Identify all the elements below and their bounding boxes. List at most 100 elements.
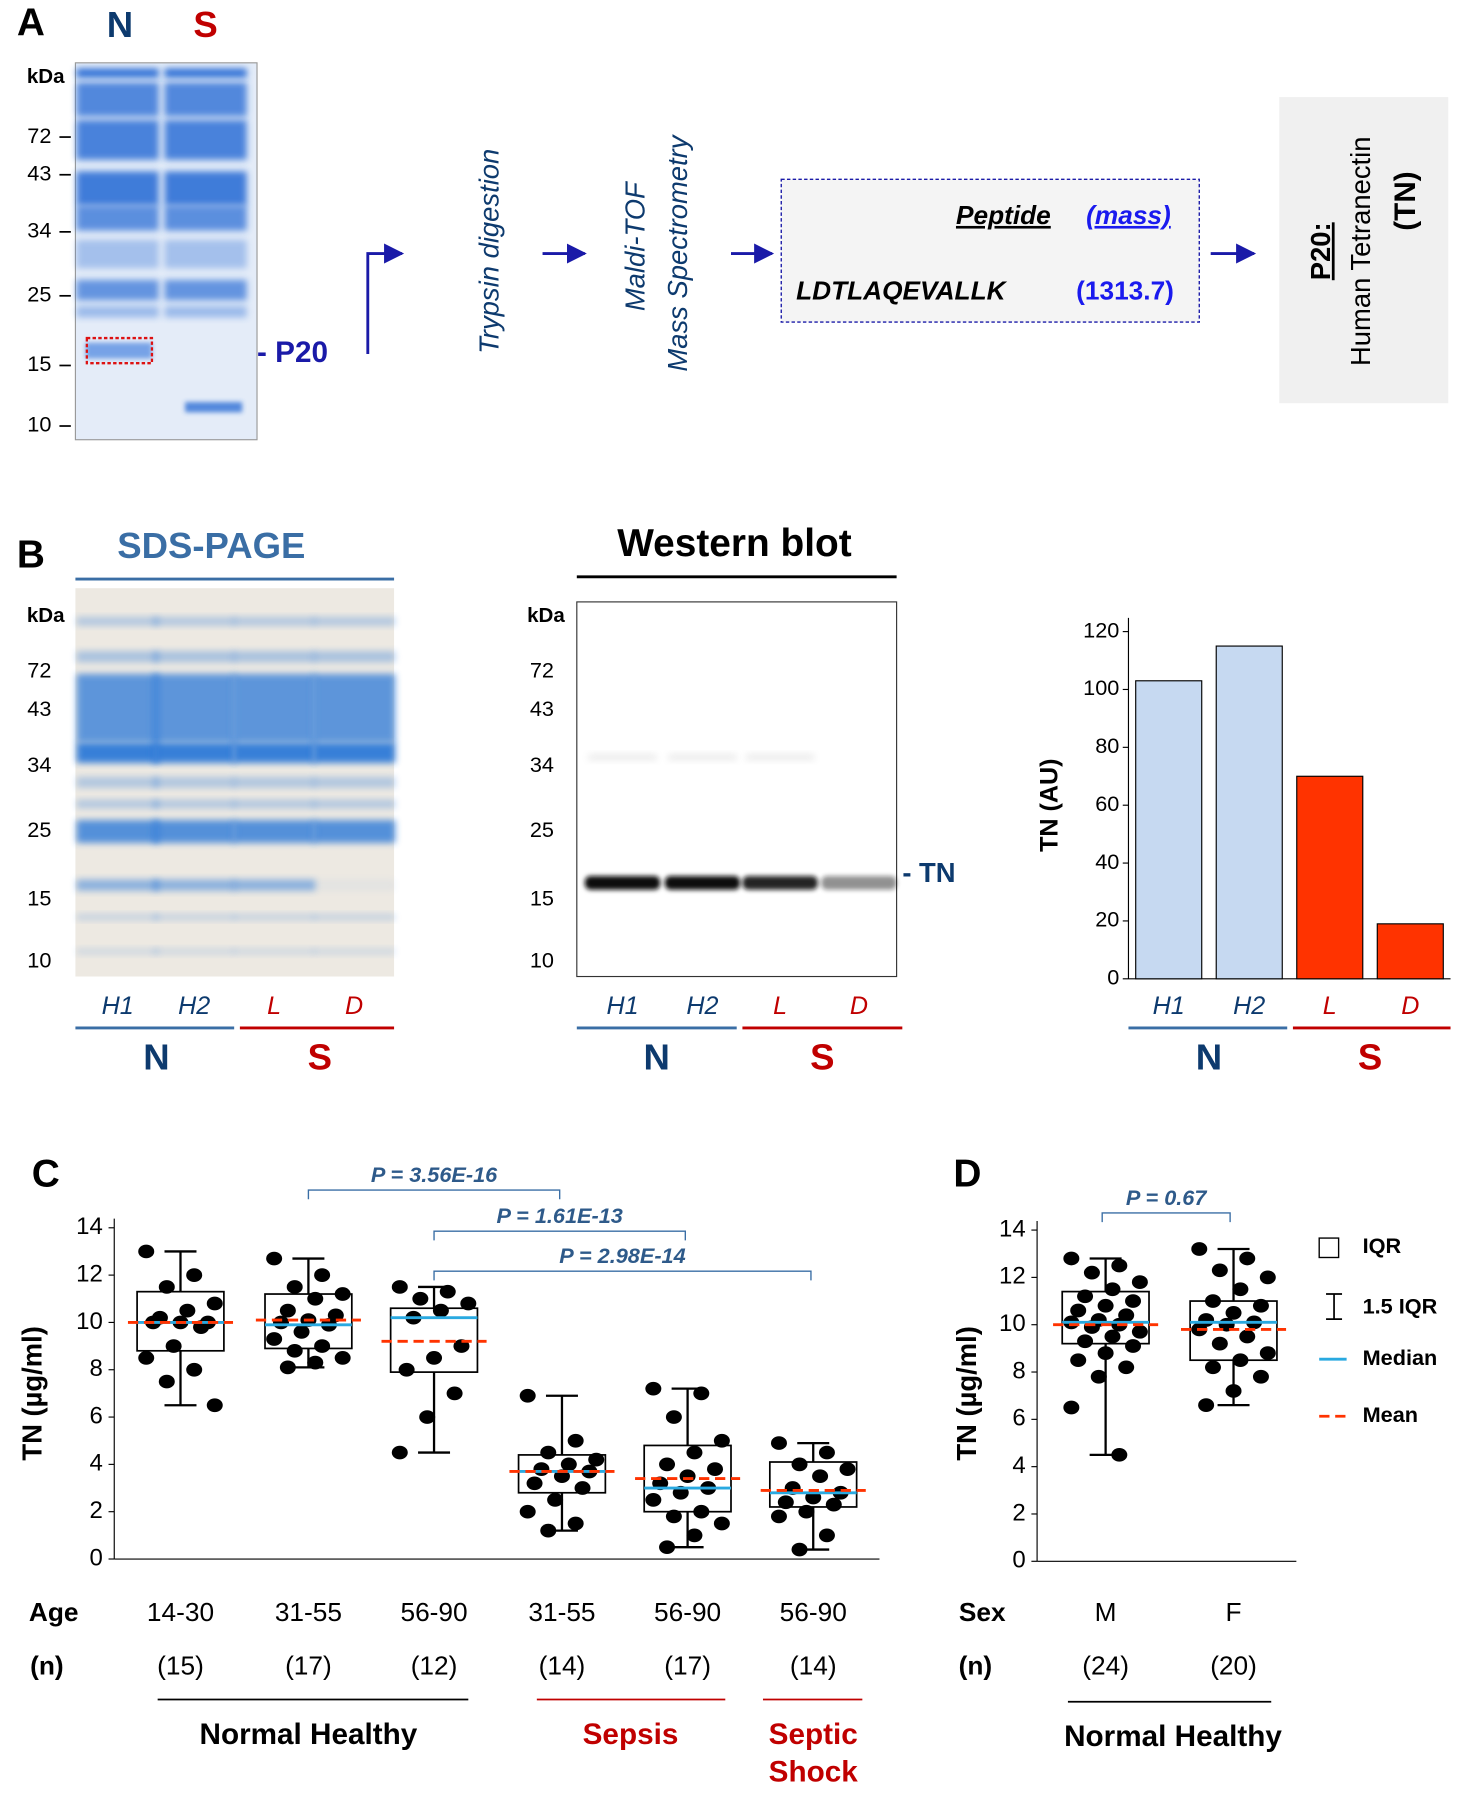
- group-label: S: [810, 1037, 834, 1078]
- data-point: [273, 1315, 289, 1330]
- x-tick-label: F: [1226, 1597, 1242, 1627]
- data-point: [693, 1386, 710, 1401]
- data-point: [286, 1280, 303, 1294]
- lane-label: D: [850, 992, 868, 1020]
- y-tick-label: 10: [76, 1308, 103, 1335]
- data-point: [1252, 1369, 1269, 1384]
- y-tick-label: 14: [999, 1215, 1026, 1242]
- data-point: [1232, 1353, 1249, 1368]
- x-tick-label: 14-30: [147, 1597, 214, 1627]
- marker-label: 15: [530, 886, 554, 911]
- gel-band: [76, 673, 159, 743]
- y-tick-label: 10: [999, 1310, 1026, 1337]
- panel-label: B: [17, 534, 45, 577]
- data-point: [1259, 1346, 1276, 1360]
- legend-whisker: [1326, 1293, 1343, 1321]
- marker-label: 10: [530, 947, 554, 972]
- marker-label: 34: [530, 752, 554, 777]
- band-label: - TN: [902, 857, 955, 888]
- gel-band: [76, 776, 159, 789]
- x-tick-label: 56-90: [780, 1597, 847, 1627]
- data-point: [426, 1351, 443, 1365]
- data-point: [206, 1296, 223, 1311]
- x-tick-label: L: [1323, 992, 1337, 1020]
- data-point: [547, 1493, 564, 1507]
- gel-band: [233, 776, 316, 789]
- gel-band: [76, 306, 159, 318]
- data-point: [179, 1303, 196, 1318]
- data-point: [1063, 1251, 1080, 1266]
- x-tick-label: M: [1095, 1597, 1117, 1627]
- bar: [1135, 680, 1203, 980]
- data-point: [439, 1284, 456, 1299]
- gel-band: [233, 742, 316, 763]
- data-point: [158, 1280, 175, 1294]
- data-point: [825, 1497, 842, 1512]
- row-label: Age: [29, 1597, 79, 1627]
- data-point: [1232, 1282, 1249, 1297]
- data-point: [1077, 1334, 1094, 1349]
- data-point: [839, 1462, 856, 1476]
- y-tick-label: 4: [89, 1450, 102, 1477]
- data-point: [334, 1287, 351, 1301]
- data-point: [138, 1244, 155, 1259]
- data-point: [1198, 1398, 1215, 1413]
- data-point: [314, 1268, 331, 1282]
- data-point: [645, 1381, 662, 1396]
- blot-band: [664, 876, 741, 890]
- data-point: [334, 1351, 351, 1365]
- bar: [1376, 923, 1444, 980]
- p-value: P = 3.56E-16: [371, 1162, 498, 1187]
- gel-band: [233, 673, 316, 743]
- group-label: S: [308, 1037, 332, 1078]
- gel-band: [312, 742, 396, 763]
- gel-band: [76, 82, 159, 117]
- data-point: [713, 1433, 730, 1448]
- gel-band: [153, 799, 236, 809]
- data-point: [770, 1509, 787, 1524]
- group-label: Normal Healthy: [200, 1718, 418, 1751]
- y-tick-label: 2: [1012, 1499, 1025, 1526]
- y-tick-label: 12: [76, 1260, 103, 1287]
- mass-header: (mass): [1086, 200, 1171, 230]
- y-tick-label: 2: [89, 1497, 102, 1524]
- n-label: (24): [1082, 1650, 1129, 1680]
- data-point: [293, 1325, 310, 1339]
- lane-label: L: [773, 992, 787, 1020]
- data-point: [1111, 1447, 1128, 1462]
- panel-label: D: [953, 1153, 981, 1196]
- marker-label: 72: [27, 657, 51, 682]
- x-tick-label: 56-90: [400, 1597, 467, 1627]
- data-point: [693, 1504, 710, 1519]
- gel-band: [164, 239, 247, 269]
- data-point: [686, 1445, 703, 1460]
- marker-label: 72: [27, 123, 51, 148]
- group-label: N: [1196, 1037, 1222, 1078]
- gel-band: [153, 879, 236, 891]
- data-point: [279, 1303, 296, 1318]
- y-tick-label: 20: [1095, 907, 1119, 932]
- data-point: [812, 1469, 829, 1484]
- gel-band: [164, 68, 247, 78]
- data-point: [206, 1398, 223, 1413]
- data-point: [567, 1433, 584, 1448]
- result-name: Human Tetranectin: [1345, 137, 1376, 367]
- data-point: [286, 1343, 303, 1358]
- p-value: P = 0.67: [1126, 1185, 1208, 1210]
- data-point: [1111, 1258, 1128, 1273]
- x-tick-label: 56-90: [654, 1597, 721, 1627]
- step-label: Trypsin digestion: [473, 149, 504, 354]
- marker-label: 43: [530, 696, 554, 721]
- data-point: [1118, 1360, 1135, 1375]
- gel-band: [76, 279, 159, 301]
- result-label: P20:: [1305, 222, 1336, 280]
- marker-label: 43: [27, 160, 51, 185]
- x-tick-label: H1: [1153, 992, 1185, 1020]
- data-point: [1070, 1353, 1087, 1368]
- gel-band: [312, 616, 396, 626]
- data-point: [266, 1332, 283, 1346]
- gel-band: [233, 616, 316, 626]
- marker-label: 72: [530, 657, 554, 682]
- data-point: [1239, 1251, 1256, 1266]
